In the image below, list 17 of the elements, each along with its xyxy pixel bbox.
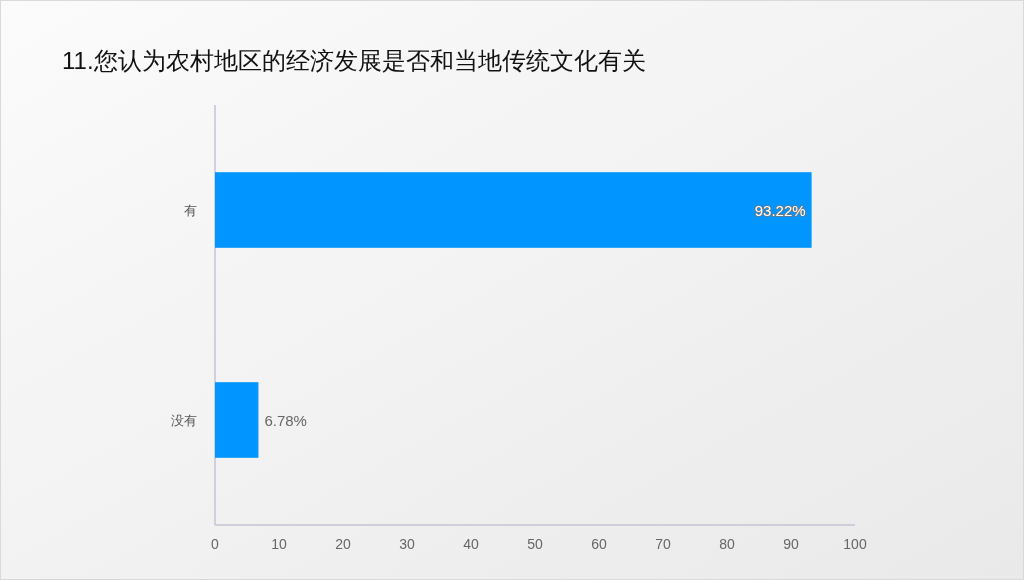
title: 11.您认为农村地区的经济发展是否和当地传统文化有关 <box>62 47 646 74</box>
x-tick-label: 60 <box>591 536 607 552</box>
x-tick-label: 70 <box>655 536 671 552</box>
x-tick-label: 10 <box>271 536 287 552</box>
x-tick-label: 90 <box>783 536 799 552</box>
x-tick-label: 30 <box>399 536 415 552</box>
category-label: 有 <box>184 203 197 218</box>
x-tick-label: 20 <box>335 536 351 552</box>
plot: 0 10 20 30 40 50 60 70 80 90 100 有 93.22% 没有 6.78% <box>171 104 867 552</box>
data-label: 93.22% <box>754 202 806 219</box>
x-tick-label: 0 <box>211 536 220 552</box>
category-label: 没有 <box>171 413 197 428</box>
data-label: 6.78% <box>264 412 307 429</box>
x-tick-label: 40 <box>463 536 479 552</box>
x-tick-label: 80 <box>719 536 735 552</box>
x-tick-label: 50 <box>527 536 543 552</box>
x-tick-label: 100 <box>843 536 867 552</box>
